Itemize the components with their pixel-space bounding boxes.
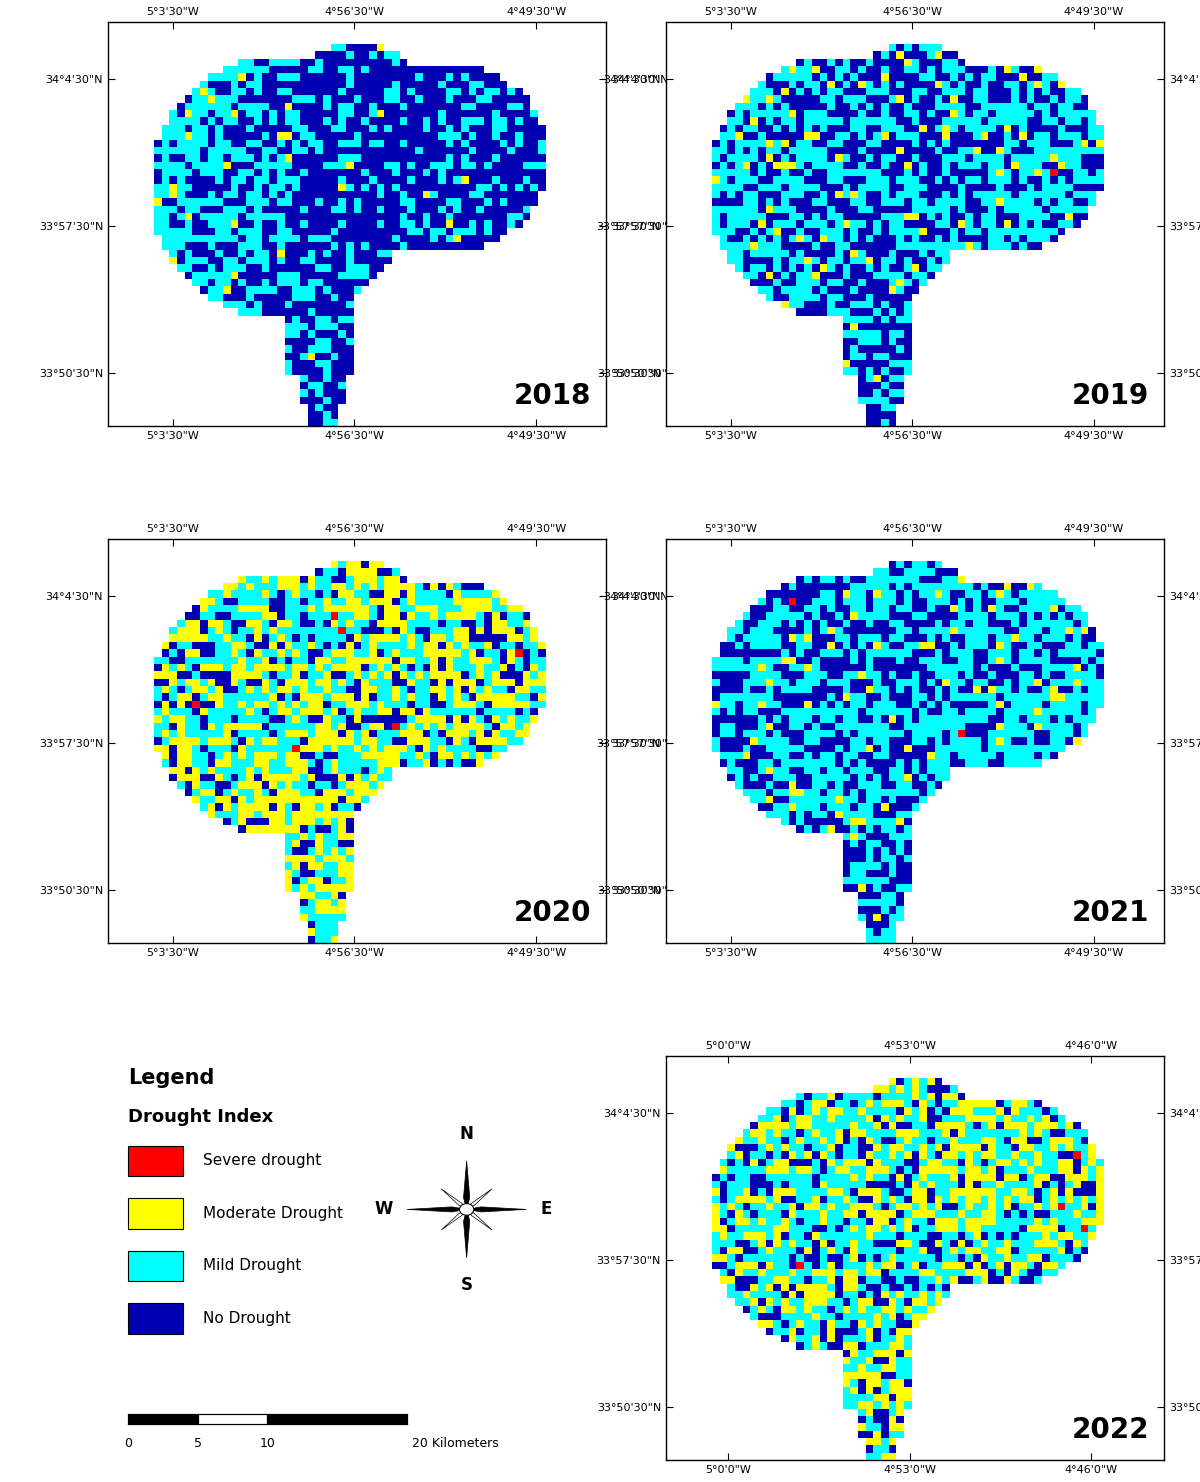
Text: 2022: 2022 — [1072, 1415, 1150, 1443]
Bar — [128, 1303, 182, 1334]
Text: Legend: Legend — [128, 1069, 215, 1088]
Text: S: S — [461, 1276, 473, 1294]
Bar — [128, 1414, 198, 1424]
Text: W: W — [374, 1200, 392, 1218]
Text: 10: 10 — [259, 1436, 275, 1449]
Text: No Drought: No Drought — [203, 1312, 290, 1326]
Circle shape — [460, 1203, 474, 1215]
Text: 2021: 2021 — [1072, 898, 1150, 926]
Text: Moderate Drought: Moderate Drought — [203, 1206, 343, 1221]
Text: Mild Drought: Mild Drought — [203, 1258, 301, 1273]
Text: 2019: 2019 — [1072, 382, 1150, 411]
Text: Severe drought: Severe drought — [203, 1153, 320, 1168]
Polygon shape — [463, 1209, 469, 1258]
Bar — [128, 1146, 182, 1177]
Polygon shape — [407, 1206, 467, 1212]
Bar — [198, 1414, 268, 1424]
Polygon shape — [467, 1206, 527, 1212]
Text: E: E — [541, 1200, 552, 1218]
Text: N: N — [460, 1125, 474, 1143]
Polygon shape — [467, 1189, 492, 1209]
Bar — [268, 1414, 407, 1424]
Polygon shape — [467, 1209, 492, 1230]
Text: 2018: 2018 — [514, 382, 592, 411]
Text: 20 Kilometers: 20 Kilometers — [412, 1436, 498, 1449]
Text: 2020: 2020 — [514, 898, 592, 926]
Text: 5: 5 — [193, 1436, 202, 1449]
Bar — [128, 1251, 182, 1280]
Bar — [128, 1199, 182, 1229]
Polygon shape — [442, 1189, 467, 1209]
Polygon shape — [463, 1160, 469, 1209]
Polygon shape — [442, 1209, 467, 1230]
Text: Drought Index: Drought Index — [128, 1109, 274, 1126]
Text: 0: 0 — [124, 1436, 132, 1449]
